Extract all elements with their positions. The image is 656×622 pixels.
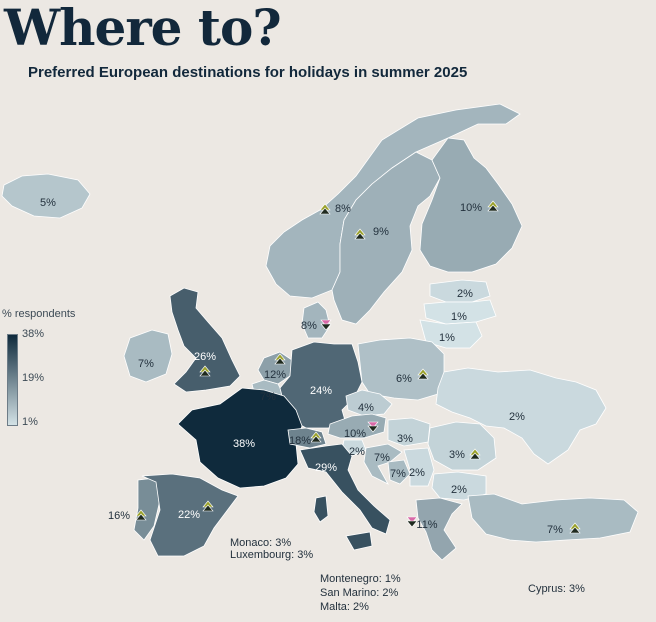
country-label: 12% — [264, 369, 286, 381]
down-arrow-icon — [406, 516, 418, 528]
country-label: 26% — [194, 351, 216, 363]
country-label: 2% — [451, 484, 467, 496]
up-arrow-icon — [319, 203, 331, 215]
country-label: 16% — [108, 510, 130, 522]
country-label: 7% — [138, 358, 154, 370]
country-romania[interactable] — [427, 421, 497, 471]
note-san-marino: San Marino: 2% — [320, 587, 399, 599]
country-label: 2% — [509, 411, 525, 423]
country-label: 11% — [416, 519, 437, 531]
country-label: 6% — [396, 373, 412, 385]
note-cyprus: Cyprus: 3% — [528, 583, 585, 595]
country-serbia[interactable] — [403, 447, 435, 487]
country-latvia[interactable] — [423, 299, 497, 325]
country-label: 2% — [409, 467, 425, 479]
country-label: 1% — [451, 311, 467, 323]
country-label: 7% — [390, 468, 406, 480]
country-poland[interactable] — [357, 337, 445, 401]
country-label: 3% — [397, 433, 413, 445]
down-arrow-icon — [320, 319, 332, 331]
country-label: 9% — [373, 226, 389, 238]
country-label: 1% — [439, 332, 455, 344]
country-label: 24% — [310, 385, 332, 397]
country-turkey[interactable] — [467, 493, 639, 543]
country-spain[interactable] — [141, 473, 239, 557]
up-arrow-icon — [487, 200, 499, 212]
country-label: 4% — [358, 402, 374, 414]
country-label: 7% — [374, 452, 390, 464]
country-label: 22% — [178, 509, 200, 521]
country-label: 8% — [335, 203, 351, 215]
legend-min-label: 1% — [22, 416, 38, 428]
country-label: 18% — [289, 435, 311, 447]
country-label: 5% — [40, 197, 56, 209]
country-estonia[interactable] — [429, 279, 491, 303]
country-united-kingdom[interactable] — [169, 287, 241, 393]
country-label: 7% — [547, 524, 563, 536]
up-arrow-icon — [569, 522, 581, 534]
country-austria[interactable] — [327, 413, 387, 439]
country-sweden[interactable] — [331, 151, 441, 325]
country-ukraine[interactable] — [435, 367, 607, 465]
note-monaco: Monaco: 3% — [230, 537, 292, 549]
country-label: 38% — [233, 438, 255, 450]
note-luxembourg: Luxembourg: 3% — [230, 549, 314, 561]
country-croatia[interactable] — [363, 443, 403, 485]
up-arrow-icon — [274, 353, 286, 365]
up-arrow-icon — [469, 448, 481, 460]
down-arrow-icon — [367, 421, 379, 433]
country-label: 2% — [349, 446, 365, 458]
up-arrow-icon — [135, 509, 147, 521]
up-arrow-icon — [202, 500, 214, 512]
country-greece[interactable] — [415, 497, 463, 561]
country-finland[interactable] — [419, 137, 523, 273]
country-sicily[interactable] — [345, 531, 373, 551]
country-label: 10% — [344, 428, 366, 440]
page-title: Where to? — [4, 0, 282, 57]
country-label: 7% — [260, 391, 276, 403]
up-arrow-icon — [354, 228, 366, 240]
legend-color-scale — [7, 334, 18, 426]
country-denmark[interactable] — [301, 301, 331, 339]
page-subtitle: Preferred European destinations for holi… — [28, 64, 468, 81]
up-arrow-icon — [310, 431, 322, 443]
up-arrow-icon — [199, 365, 211, 377]
country-label: 3% — [449, 449, 465, 461]
country-label: 29% — [315, 462, 337, 474]
country-label: 10% — [460, 202, 482, 214]
country-czechia[interactable] — [345, 389, 393, 417]
country-sardinia[interactable] — [313, 495, 329, 523]
country-label: 2% — [457, 288, 473, 300]
legend-max-label: 38% — [22, 328, 45, 340]
legend-mid-label: 19% — [22, 372, 45, 384]
country-bosnia[interactable] — [387, 459, 411, 485]
note-malta: Malta: 2% — [320, 601, 369, 613]
note-montenegro: Montenegro: 1% — [320, 573, 401, 585]
country-italy[interactable] — [299, 443, 391, 535]
up-arrow-icon — [417, 368, 429, 380]
country-label: 8% — [301, 320, 317, 332]
legend-title: % respondents — [2, 308, 76, 320]
country-ireland[interactable] — [123, 329, 173, 383]
country-iceland[interactable] — [1, 173, 91, 219]
country-france[interactable] — [177, 387, 303, 489]
